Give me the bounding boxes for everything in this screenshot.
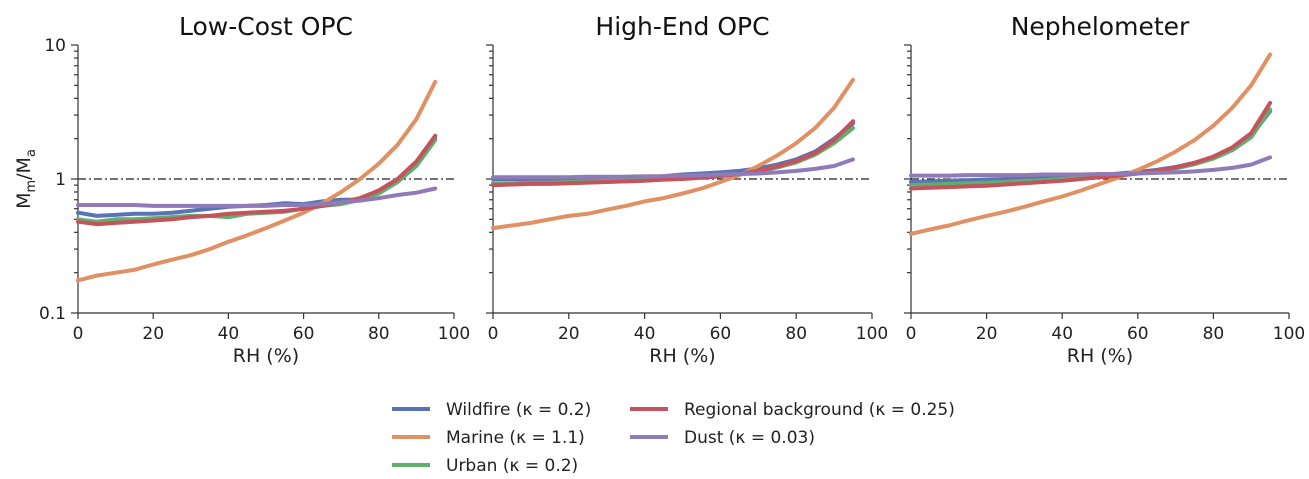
x-tick-label: 60 [1127, 324, 1149, 344]
series-line-4 [909, 100, 1273, 191]
x-tick-label: 60 [293, 324, 315, 344]
x-tick-label: 40 [1051, 324, 1073, 344]
x-tick-label: 40 [634, 324, 656, 344]
y-axis-title-sub1: m [24, 180, 39, 193]
legend-label: Wildfire (κ = 0.2) [446, 400, 591, 420]
x-tick-label: 20 [142, 324, 164, 344]
x-axis-title: RH (%) [649, 345, 715, 367]
y-tick-label: 10 [44, 36, 66, 56]
x-tick-label: 0 [73, 324, 84, 344]
series-line-2 [909, 52, 1273, 236]
legend-item-2: Marine (κ = 1.1) [392, 428, 585, 448]
x-tick-label: 60 [710, 324, 732, 344]
y-tick-label: 1 [55, 170, 66, 190]
x-tick-label: 40 [218, 324, 240, 344]
legend: Wildfire (κ = 0.2) Marine (κ = 1.1) Urban … [392, 400, 955, 476]
series-line-3 [76, 138, 438, 224]
y-axis-title: Mm/Ma [13, 149, 39, 209]
series-line-5 [909, 155, 1273, 178]
x-tick-label: 80 [1203, 324, 1225, 344]
x-tick-label: 100 [438, 324, 470, 344]
x-axis-title: RH (%) [1067, 345, 1133, 367]
legend-item-4: Regional background (κ = 0.25) [630, 400, 955, 420]
x-tick-label: 20 [558, 324, 580, 344]
y-axis-title-sub2: a [24, 149, 39, 157]
chart-panel-3: 0 20 40 60 80 100 Nephelometer RH (%) [904, 12, 1305, 367]
x-tick-label: 20 [976, 324, 998, 344]
legend-item-3: Urban (κ = 0.2) [392, 456, 578, 476]
series-line-5 [76, 186, 438, 208]
panel-title: Nephelometer [1011, 12, 1190, 41]
legend-label: Urban (κ = 0.2) [446, 456, 578, 476]
chart-panels: 0 20 40 60 80 100 0.1 1 10 Low-Cost OPC RH (%) 0 20 4… [39, 12, 1305, 367]
panel-title: Low-Cost OPC [179, 12, 353, 41]
y-tick-label: 0.1 [39, 304, 66, 324]
x-tick-label: 100 [1273, 324, 1305, 344]
y-axis-title-main: M [13, 193, 35, 209]
x-tick-label: 80 [368, 324, 390, 344]
panel-title: High-End OPC [595, 12, 769, 41]
x-tick-label: 0 [906, 324, 917, 344]
series-line-4 [491, 119, 855, 188]
x-tick-label: 0 [488, 324, 499, 344]
legend-label: Marine (κ = 1.1) [446, 428, 585, 448]
series-line-2 [491, 77, 855, 231]
series-line-4 [76, 133, 438, 227]
legend-item-5: Dust (κ = 0.03) [630, 428, 815, 448]
legend-label: Regional background (κ = 0.25) [684, 400, 955, 420]
chart-panel-2: 0 20 40 60 80 100 High-End OPC RH (%) [486, 12, 888, 367]
chart-panel-1: 0 20 40 60 80 100 0.1 1 10 Low-Cost OPC RH (%) [39, 12, 470, 367]
series-line-5 [491, 157, 855, 180]
y-axis-title-sep: /M [13, 157, 35, 180]
x-tick-label: 80 [785, 324, 807, 344]
legend-label: Dust (κ = 0.03) [684, 428, 815, 448]
x-tick-label: 100 [856, 324, 888, 344]
x-axis-title: RH (%) [233, 345, 299, 367]
series-line-2 [76, 79, 438, 283]
legend-item-1: Wildfire (κ = 0.2) [392, 400, 591, 420]
